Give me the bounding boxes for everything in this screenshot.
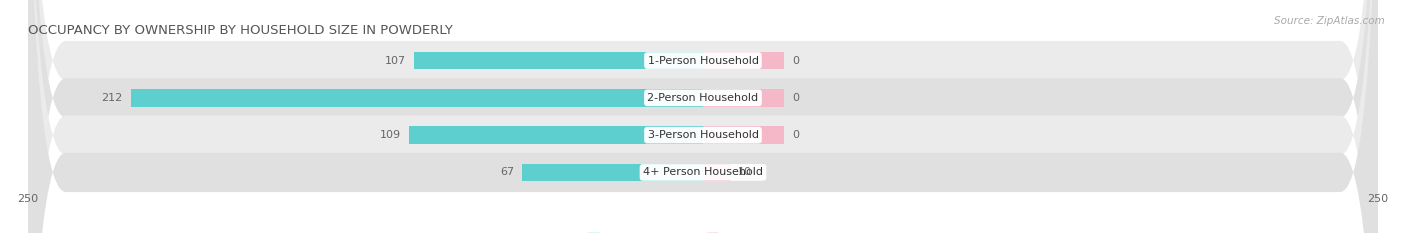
Text: 10: 10 <box>738 168 752 177</box>
Legend: Owner-occupied, Renter-occupied: Owner-occupied, Renter-occupied <box>583 229 823 233</box>
FancyBboxPatch shape <box>28 0 1378 233</box>
Text: 212: 212 <box>101 93 122 103</box>
Bar <box>409 127 703 144</box>
Text: OCCUPANCY BY OWNERSHIP BY HOUSEHOLD SIZE IN POWDERLY: OCCUPANCY BY OWNERSHIP BY HOUSEHOLD SIZE… <box>28 24 453 37</box>
FancyBboxPatch shape <box>28 0 1378 233</box>
Bar <box>415 52 703 69</box>
Text: 4+ Person Household: 4+ Person Household <box>643 168 763 177</box>
Bar <box>522 164 703 181</box>
Bar <box>703 89 785 106</box>
Bar <box>703 127 785 144</box>
Text: 0: 0 <box>792 56 799 65</box>
FancyBboxPatch shape <box>28 0 1378 233</box>
Text: 0: 0 <box>792 93 799 103</box>
Text: 107: 107 <box>385 56 406 65</box>
Text: 109: 109 <box>380 130 401 140</box>
Text: Source: ZipAtlas.com: Source: ZipAtlas.com <box>1274 16 1385 26</box>
Bar <box>703 164 730 181</box>
Bar <box>703 52 785 69</box>
Text: 0: 0 <box>792 130 799 140</box>
Bar <box>131 89 703 106</box>
Text: 1-Person Household: 1-Person Household <box>648 56 758 65</box>
Text: 2-Person Household: 2-Person Household <box>647 93 759 103</box>
FancyBboxPatch shape <box>28 0 1378 233</box>
Text: 3-Person Household: 3-Person Household <box>648 130 758 140</box>
Text: 67: 67 <box>501 168 515 177</box>
